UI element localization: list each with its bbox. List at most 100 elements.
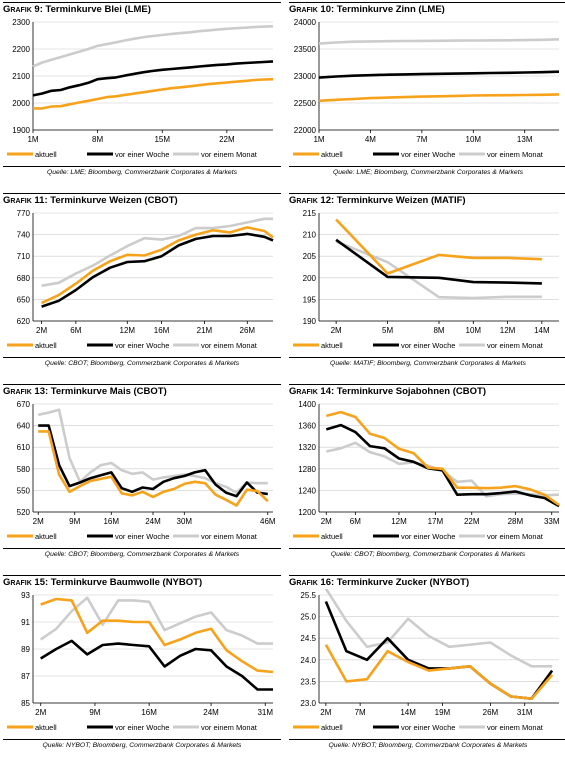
series-line-aktuell xyxy=(325,410,560,507)
x-tick-label: 14M xyxy=(400,708,416,717)
x-tick-label: 31M xyxy=(257,708,273,717)
chart-number: Grafik 16 xyxy=(289,577,331,588)
x-tick-label: 6M xyxy=(350,517,361,526)
chart-panel: Grafik 14: Terminkurve Sojabohnen (CBOT)… xyxy=(289,384,565,574)
x-tick-label: 4M xyxy=(365,135,376,144)
legend-label: vor einem Monat xyxy=(201,341,258,350)
source-note: Quelle: NYBOT; Bloomberg, Commerzbank Co… xyxy=(42,742,242,749)
source-note: Quelle: MATIF; Bloomberg, Commerzbank Co… xyxy=(330,360,526,367)
y-tick-label: 23000 xyxy=(294,72,317,81)
y-tick-label: 680 xyxy=(17,274,31,283)
y-tick-label: 87 xyxy=(21,672,30,681)
legend-label: vor einem Monat xyxy=(201,150,258,159)
legend-label: vor einer Woche xyxy=(401,341,455,350)
x-tick-label: 2M xyxy=(321,517,332,526)
chart-panel: Grafik 11: Terminkurve Weizen (CBOT) 620 6… xyxy=(3,193,283,383)
line-chart: 620 650 680 710 740 770 2M 6M 12M 16M 21M 26M aktuel… xyxy=(7,209,274,350)
x-tick-label: 10M xyxy=(466,135,482,144)
legend-label: aktuell xyxy=(35,723,57,732)
chart-title: Grafik 16: Terminkurve Zucker (NYBOT) xyxy=(289,575,565,590)
y-tick-label: 22500 xyxy=(294,99,317,108)
x-tick-label: 30M xyxy=(177,517,193,526)
series-line-vor-einer-woche xyxy=(38,424,268,498)
chart-number: Grafik 10 xyxy=(289,4,331,15)
legend-label: aktuell xyxy=(35,532,57,541)
y-tick-label: 1360 xyxy=(298,422,316,431)
y-tick-label: 85 xyxy=(21,699,30,708)
y-tick-label: 23.5 xyxy=(300,677,316,686)
source-note: Quelle: CBOT; Bloomberg, Commerzbank Cor… xyxy=(44,360,240,367)
x-tick-label: 2M xyxy=(320,708,331,717)
x-tick-label: 7M xyxy=(355,708,366,717)
y-tick-label: 520 xyxy=(17,508,31,517)
legend-label: vor einem Monat xyxy=(487,532,544,541)
legend-label: vor einer Woche xyxy=(115,723,169,732)
x-tick-label: 13M xyxy=(517,135,533,144)
series-line-vor-einem-monat xyxy=(37,408,268,494)
chart-title-text: : Terminkurve Zinn (LME) xyxy=(330,4,445,15)
x-tick-label: 1M xyxy=(313,135,324,144)
y-tick-label: 2200 xyxy=(12,45,30,54)
legend-label: vor einer Woche xyxy=(401,723,455,732)
x-tick-label: 22M xyxy=(464,517,480,526)
y-tick-label: 190 xyxy=(303,317,317,326)
y-tick-label: 25.0 xyxy=(300,613,316,622)
x-tick-label: 1M xyxy=(27,135,38,144)
chart-panel: Grafik 13: Terminkurve Mais (CBOT) 520 550… xyxy=(3,384,283,574)
legend-label: aktuell xyxy=(321,341,343,350)
y-tick-label: 91 xyxy=(21,618,30,627)
x-tick-label: 24M xyxy=(145,517,161,526)
x-tick-label: 2M xyxy=(331,326,342,335)
legend-label: vor einer Woche xyxy=(115,532,169,541)
y-tick-label: 550 xyxy=(17,486,31,495)
y-tick-label: 89 xyxy=(21,645,30,654)
chart-panel: Grafik 10: Terminkurve Zinn (LME) 22000 22… xyxy=(289,2,565,192)
y-tick-label: 1280 xyxy=(298,465,316,474)
x-tick-label: 15M xyxy=(154,135,170,144)
chart-panel: Grafik 16: Terminkurve Zucker (NYBOT) 23.… xyxy=(289,575,565,765)
legend-label: vor einem Monat xyxy=(487,723,544,732)
chart-title: Grafik 11: Terminkurve Weizen (CBOT) xyxy=(3,193,281,208)
y-tick-label: 2300 xyxy=(12,18,30,27)
series-line-vor-einer-woche xyxy=(335,238,542,285)
source-divider xyxy=(3,739,281,740)
x-tick-label: 8M xyxy=(92,135,103,144)
legend-label: aktuell xyxy=(321,532,343,541)
series-line-aktuell xyxy=(33,77,274,110)
series-line-vor-einem-monat xyxy=(39,596,273,645)
y-tick-label: 205 xyxy=(303,252,317,261)
y-tick-label: 1400 xyxy=(298,400,316,409)
source-divider xyxy=(289,357,565,358)
series-line-vor-einem-monat xyxy=(32,25,274,68)
chart-number: Grafik 12 xyxy=(289,195,331,206)
source-note: Quelle: NYBOT; Bloomberg, Commerzbank Co… xyxy=(328,742,528,749)
x-tick-label: 9M xyxy=(69,517,80,526)
y-tick-label: 195 xyxy=(303,295,317,304)
x-tick-label: 12M xyxy=(120,326,136,335)
y-tick-label: 215 xyxy=(303,209,317,218)
y-tick-label: 1200 xyxy=(298,508,316,517)
y-tick-label: 620 xyxy=(17,317,31,326)
x-tick-label: 26M xyxy=(483,708,499,717)
y-tick-label: 200 xyxy=(303,274,317,283)
x-tick-label: 10M xyxy=(466,326,482,335)
y-tick-label: 2000 xyxy=(12,99,30,108)
chart-title-text: : Terminkurve Blei (LME) xyxy=(39,4,151,15)
x-tick-label: 21M xyxy=(197,326,213,335)
chart-title: Grafik 15: Terminkurve Baumwolle (NYBOT) xyxy=(3,575,281,590)
series-line-aktuell xyxy=(324,644,554,700)
x-tick-label: 16M xyxy=(103,517,119,526)
x-tick-label: 19M xyxy=(435,708,451,717)
y-tick-label: 22000 xyxy=(294,126,317,135)
series-line-vor-einer-woche xyxy=(325,423,560,508)
x-tick-label: 24M xyxy=(203,708,219,717)
chart-title-text: : Terminkurve Mais (CBOT) xyxy=(44,386,167,397)
chart-title-text: : Terminkurve Baumwolle (NYBOT) xyxy=(44,577,203,588)
line-chart: 22000 22500 23000 23500 24000 1M 4M 7M 10M 13M akt… xyxy=(293,18,560,159)
legend-label: vor einer Woche xyxy=(115,341,169,350)
legend-label: vor einer Woche xyxy=(115,150,169,159)
series-line-vor-einer-woche xyxy=(324,601,554,700)
y-tick-label: 93 xyxy=(21,591,30,600)
source-note: Quelle: LME; Bloomberg, Commerzbank Corp… xyxy=(332,169,523,176)
line-chart: 190 195 200 205 210 215 2M 5M 8M 10M 12M 14M aktuell… xyxy=(293,209,559,350)
